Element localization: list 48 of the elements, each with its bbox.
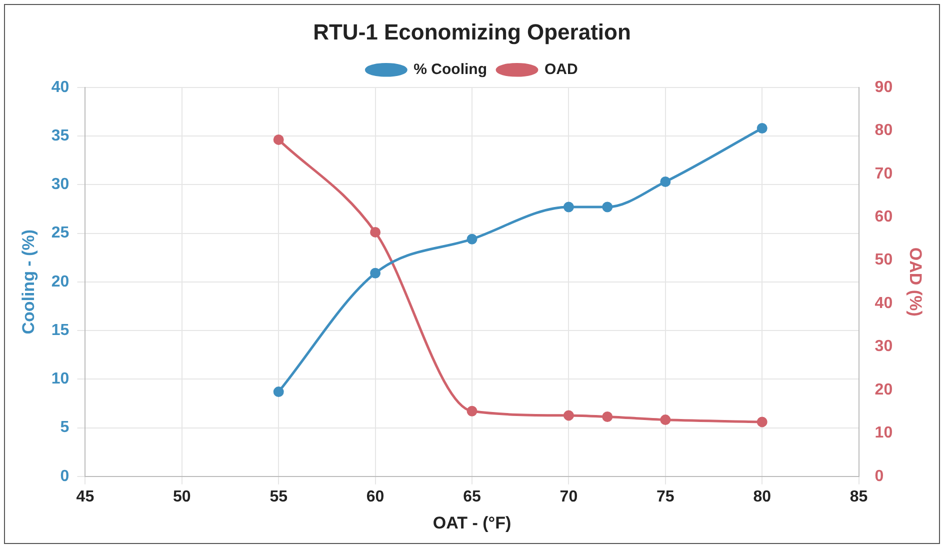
- x-tick-label: 55: [270, 488, 288, 506]
- y2-axis-title: OAD (%): [906, 247, 926, 316]
- y2-tick-label: 90: [874, 78, 893, 96]
- point: [466, 234, 478, 244]
- point: [602, 412, 613, 422]
- y-tick-label: 25: [51, 224, 70, 242]
- y-tick-label: 15: [51, 322, 70, 339]
- y2-tick-label: 0: [874, 468, 884, 485]
- point: [602, 202, 613, 212]
- y-tick-label: 40: [51, 78, 70, 96]
- x-tick-label: 85: [850, 488, 868, 506]
- point: [466, 406, 478, 416]
- x-tick-label: 70: [560, 488, 578, 506]
- y2-tick-label: 50: [874, 252, 893, 269]
- y2-tick-label: 10: [874, 424, 893, 442]
- y-tick-label: 0: [60, 468, 70, 485]
- y2-tick-label: 30: [874, 338, 893, 356]
- point: [370, 268, 381, 278]
- y2-tick-label: 60: [874, 208, 893, 226]
- y2-tick-label: 40: [874, 294, 893, 312]
- y-tick-label: 5: [60, 419, 70, 436]
- point: [563, 202, 574, 212]
- y-axis-title: Cooling - (%): [18, 229, 38, 334]
- x-tick-label: 45: [76, 488, 94, 506]
- y2-tick-label: 20: [874, 381, 893, 398]
- x-tick-label: 65: [463, 488, 481, 506]
- y-tick-label: 30: [51, 176, 70, 194]
- point: [563, 410, 574, 421]
- y-tick-label: 10: [51, 370, 70, 388]
- y2-tick-label: 70: [874, 165, 893, 182]
- point: [273, 134, 284, 145]
- point: [370, 226, 381, 238]
- point: [756, 122, 768, 134]
- point: [660, 414, 671, 426]
- y-tick-label: 20: [51, 273, 70, 290]
- point: [660, 176, 671, 187]
- point: [273, 386, 284, 398]
- chart-title: RTU-1 Economizing Operation: [313, 19, 631, 44]
- y2-tick-label: 80: [874, 122, 893, 140]
- point: [756, 416, 768, 428]
- x-tick-label: 80: [753, 488, 772, 506]
- x-tick-label: 75: [656, 488, 674, 506]
- x-axis-title: OAT - (°F): [432, 513, 512, 532]
- y-tick-label: 35: [51, 127, 70, 144]
- x-tick-label: 50: [173, 488, 191, 506]
- legend-label: % Cooling: [414, 61, 487, 78]
- x-tick-label: 60: [366, 488, 384, 506]
- legend-label: OAD: [544, 61, 578, 78]
